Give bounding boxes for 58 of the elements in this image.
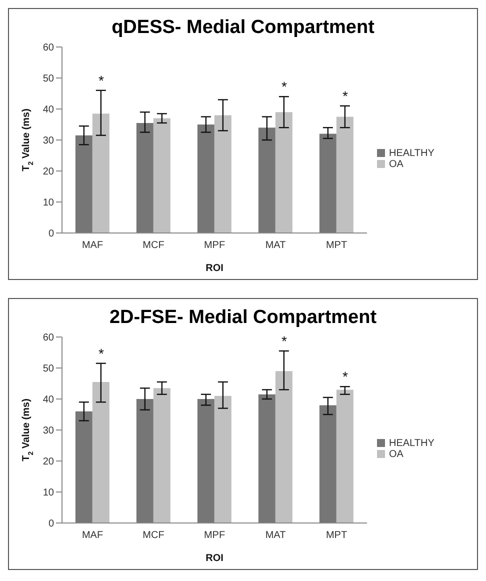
y-tick-label: 30 [42,426,54,437]
x-tick-label: MPT [326,530,348,542]
bar [275,371,292,523]
annotation: * [98,345,104,362]
y-tick-label: 60 [42,42,54,54]
y-tick-label: 10 [42,488,54,499]
x-tick-label: MPT [326,240,348,252]
bar [197,399,214,523]
legend-label: HEALTHY [389,438,434,449]
x-axis-title: ROI [206,553,224,564]
chart-title: 2D-FSE- Medial Compartment [108,306,378,329]
bar [136,122,154,233]
legend-label: OA [389,159,404,170]
x-axis-title: ROI [206,263,224,274]
x-tick-label: MAF [82,530,104,542]
y-tick-label: 60 [42,332,54,344]
bar [136,399,154,523]
bar [319,405,336,523]
y-tick-label: 40 [42,394,54,406]
annotation: * [98,72,104,88]
y-tick-label: 40 [42,104,54,116]
bar [197,124,214,233]
bar [92,382,110,523]
legend-label: OA [389,449,404,460]
y-tick-label: 0 [48,228,54,240]
bar [153,388,170,523]
bar [75,135,92,233]
chart-title: qDESS- Medial Compartment [110,16,376,39]
annotation: * [281,332,288,349]
bar [258,128,276,233]
x-tick-label: MAT [265,240,286,252]
bar [275,112,292,233]
bar [336,390,354,523]
y-tick-label: 20 [42,166,54,178]
y-tick-label: 10 [42,198,54,209]
x-tick-label: MPF [204,240,226,252]
annotation: * [342,88,348,104]
y-tick-label: 20 [42,456,54,468]
y-tick-label: 50 [42,74,54,85]
bar [319,134,336,233]
y-tick-label: 0 [48,518,54,530]
bar [75,411,92,523]
x-tick-label: MPF [204,530,226,542]
x-tick-label: MAT [265,530,286,542]
legend-label: HEALTHY [389,148,434,159]
x-tick-label: MAF [82,240,104,252]
x-tick-label: MCF [142,530,164,542]
annotation: * [281,78,288,95]
bar [153,118,170,233]
bar [214,396,232,523]
bar [336,116,354,233]
bar [214,115,232,233]
y-tick-label: 50 [42,364,54,375]
bar [258,394,276,523]
annotation: * [342,368,348,385]
bar [92,114,110,233]
x-tick-label: MCF [142,240,164,252]
y-tick-label: 30 [42,136,54,147]
